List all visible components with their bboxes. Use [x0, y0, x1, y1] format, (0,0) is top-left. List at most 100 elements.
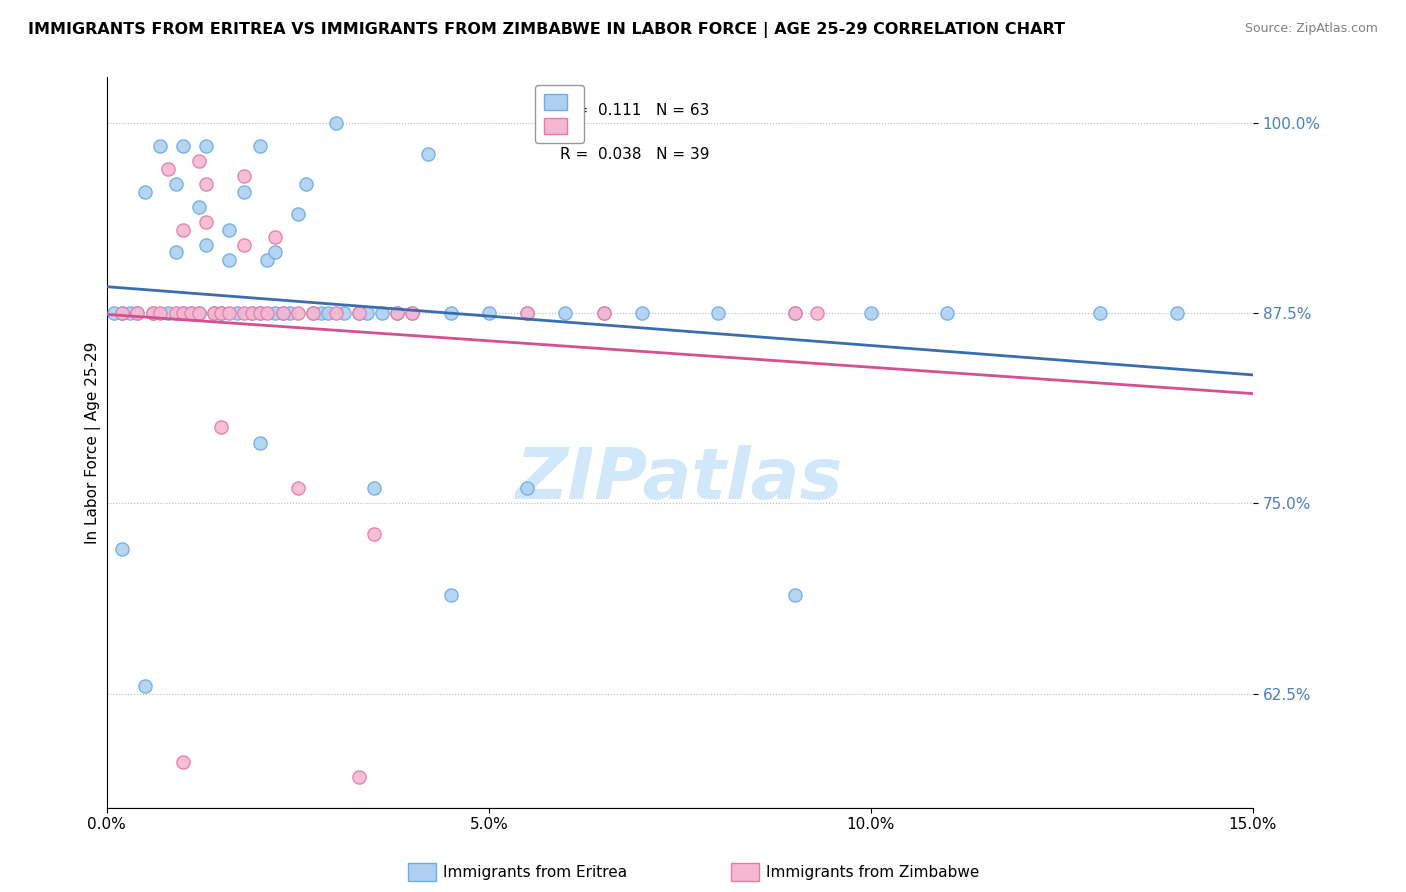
Point	[111, 306, 134, 320]
Y-axis label: In Labor Force | Age 25-29: In Labor Force | Age 25-29	[86, 342, 101, 544]
Point	[165, 245, 187, 260]
Point	[202, 306, 225, 320]
Point	[218, 222, 240, 236]
Point	[165, 177, 187, 191]
Point	[387, 306, 409, 320]
Point	[249, 306, 271, 320]
Point	[356, 306, 378, 320]
Point	[264, 306, 287, 320]
Point	[233, 306, 256, 320]
Point	[309, 306, 332, 320]
Text: Source: ZipAtlas.com: Source: ZipAtlas.com	[1244, 22, 1378, 36]
Point	[592, 306, 614, 320]
Point	[516, 481, 538, 495]
Point	[783, 306, 806, 320]
Point	[187, 306, 209, 320]
Point	[172, 306, 194, 320]
Point	[172, 755, 194, 769]
Point	[1088, 306, 1111, 320]
Legend: , : ,	[536, 85, 583, 143]
Point	[233, 169, 256, 184]
Point	[172, 306, 194, 320]
Point	[347, 306, 370, 320]
Point	[240, 306, 263, 320]
Point	[264, 245, 287, 260]
Point	[278, 306, 301, 320]
Point	[256, 306, 278, 320]
Text: ZIPatlas: ZIPatlas	[516, 444, 844, 514]
Point	[264, 230, 287, 244]
Point	[554, 306, 576, 320]
Point	[111, 306, 134, 320]
Point	[630, 306, 652, 320]
Point	[271, 306, 294, 320]
Point	[127, 306, 149, 320]
Point	[271, 306, 294, 320]
Point	[332, 306, 354, 320]
Point	[195, 139, 218, 153]
Point	[325, 306, 347, 320]
Point	[478, 306, 501, 320]
Text: Immigrants from Zimbabwe: Immigrants from Zimbabwe	[766, 865, 980, 880]
Point	[149, 139, 172, 153]
Point	[202, 306, 225, 320]
Point	[134, 185, 156, 199]
Point	[195, 237, 218, 252]
Point	[142, 306, 165, 320]
Point	[1166, 306, 1188, 320]
Point	[516, 306, 538, 320]
Point	[371, 306, 394, 320]
Point	[387, 306, 409, 320]
Point	[156, 161, 179, 176]
Point	[256, 252, 278, 267]
Point	[302, 306, 325, 320]
Point	[218, 252, 240, 267]
Point	[195, 177, 218, 191]
Point	[287, 481, 309, 495]
Point	[294, 177, 316, 191]
Point	[211, 420, 233, 434]
Point	[225, 306, 247, 320]
Point	[187, 306, 209, 320]
Point	[187, 200, 209, 214]
Point	[347, 770, 370, 784]
Point	[172, 222, 194, 236]
Point	[249, 435, 271, 450]
Point	[287, 306, 309, 320]
Point	[592, 306, 614, 320]
Point	[401, 306, 423, 320]
Point	[302, 306, 325, 320]
Point	[440, 588, 463, 602]
Point	[195, 215, 218, 229]
Point	[401, 306, 423, 320]
Point	[936, 306, 959, 320]
Point	[149, 306, 172, 320]
Point	[363, 526, 385, 541]
Point	[180, 306, 202, 320]
Text: R =  0.038   N = 39: R = 0.038 N = 39	[560, 146, 709, 161]
Point	[103, 306, 125, 320]
Point	[249, 306, 271, 320]
Point	[134, 679, 156, 693]
Point	[325, 116, 347, 130]
Point	[240, 306, 263, 320]
Point	[707, 306, 730, 320]
Point	[287, 207, 309, 221]
Point	[783, 588, 806, 602]
Point	[783, 306, 806, 320]
Point	[859, 306, 882, 320]
Point	[211, 306, 233, 320]
Point	[416, 146, 439, 161]
Point	[218, 306, 240, 320]
Text: IMMIGRANTS FROM ERITREA VS IMMIGRANTS FROM ZIMBABWE IN LABOR FORCE | AGE 25-29 C: IMMIGRANTS FROM ERITREA VS IMMIGRANTS FR…	[28, 22, 1066, 38]
Point	[440, 306, 463, 320]
Point	[211, 306, 233, 320]
Point	[233, 237, 256, 252]
Text: R =  0.111   N = 63: R = 0.111 N = 63	[560, 103, 709, 118]
Point	[127, 306, 149, 320]
Point	[187, 154, 209, 169]
Point	[233, 185, 256, 199]
Point	[156, 306, 179, 320]
Point	[347, 306, 370, 320]
Point	[249, 139, 271, 153]
